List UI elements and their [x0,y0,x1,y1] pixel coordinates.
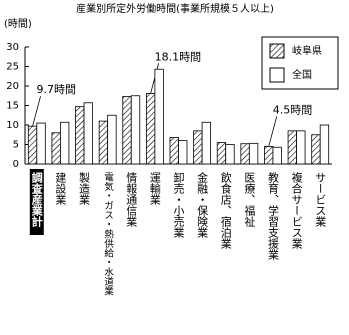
legend-label: 全国 [292,68,312,81]
bar [169,137,179,165]
x-tick-label: 医療、福祉 [243,172,256,228]
x-tick-label: 電気・ガス・熱供給・水道業 [102,172,114,296]
leader-line [268,116,278,147]
bar [75,106,85,165]
leader-line [32,96,41,127]
bar [51,132,61,165]
bar [240,143,250,165]
x-tick-label: 製造業 [78,171,91,205]
bar [201,121,212,165]
bar [130,95,141,165]
x-tick-label: 調査産業計 [30,171,44,228]
bar [264,146,274,165]
value-label: 4.5時間 [273,103,313,116]
bar [311,134,321,165]
bar [296,130,306,165]
x-tick-label: 複合サービス業 [290,171,303,249]
bar [178,140,188,165]
y-tick-label: 25 [6,62,19,73]
bar [287,130,297,165]
bar [36,122,46,165]
legend-swatch [269,43,285,59]
y-axis-label: (時間) [4,18,32,30]
y-tick-label: 0 [13,159,19,170]
y-tick-label: 30 [6,42,19,53]
bar [319,124,330,165]
x-tick-label: 飲食店、宿泊業 [219,171,232,249]
bar [272,146,282,165]
legend-swatch [269,67,285,83]
value-label: 18.1時間 [155,50,202,63]
x-tick-label: 情報通信業 [125,172,138,227]
x-tick-label: 卸売・小売業 [172,171,185,238]
bar [145,93,156,165]
bar [154,68,164,165]
highlight-box [29,169,44,235]
y-tick-label: 15 [6,101,19,112]
x-tick-label: 建設業 [54,171,67,205]
bar [216,142,227,165]
bar [27,125,38,165]
bar [122,96,132,165]
x-tick-label: 運輸業 [148,172,161,205]
bar [248,142,259,165]
bar [193,130,203,165]
x-tick-label: 教育、学習支援業 [266,172,279,260]
y-tick-label: 5 [13,140,19,151]
y-tick-label: 10 [6,120,19,131]
bar [107,114,117,165]
bar [98,120,109,165]
x-tick-label: 金融・保険業 [196,171,209,238]
bar [60,121,70,165]
chart-title: 産業別所定外労働時間(事業所規模５人以上) [76,2,274,15]
value-label: 9.7時間 [37,83,77,96]
bar [83,102,93,165]
legend-label: 岐阜県 [292,44,322,57]
y-tick-label: 20 [6,81,19,92]
x-tick-label: サービス業 [314,172,327,227]
bar [225,144,235,165]
